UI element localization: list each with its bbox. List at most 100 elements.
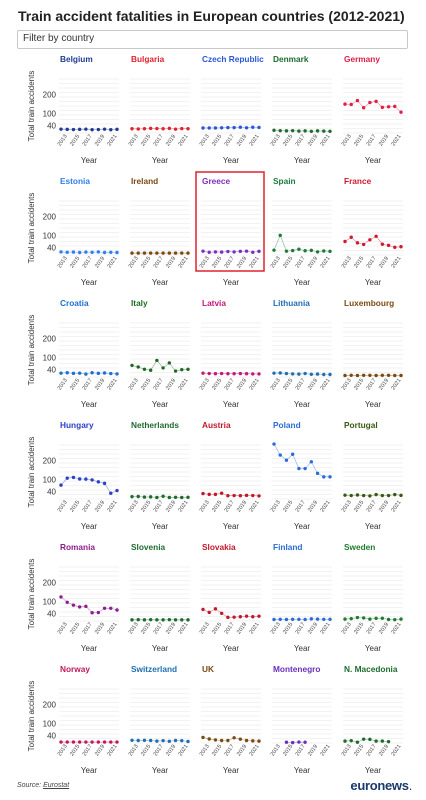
data-point [201,249,205,253]
data-point [201,607,205,612]
country-label: UK [202,664,214,674]
data-point [71,475,76,480]
data-point [186,739,190,744]
x-axis-label: Year [365,644,382,653]
data-point [167,251,172,255]
y-tick-label: 100 [43,232,57,241]
data-point [226,249,230,254]
x-tick-label: 2013 [199,622,211,636]
x-tick-label: 2013 [341,256,353,270]
x-tick-label: 2017 [295,134,307,148]
series-line [273,130,331,132]
x-tick-label: 2017 [224,744,236,758]
x-tick-label: 2017 [82,256,94,270]
y-tick-label: 100 [43,110,57,119]
x-axis-label: Year [223,522,240,531]
data-point [136,365,140,369]
panel-greece: Greece 2013 2015 2017 2019 2021 Year [195,171,265,287]
data-point [244,249,249,253]
x-tick-label: 2015 [211,744,223,758]
panel-latvia: Latvia 2013 2015 2017 2019 2021 Year [199,298,261,409]
data-point [297,466,301,471]
x-axis-label: Year [81,766,98,775]
data-point [167,617,172,622]
series-line [202,608,260,618]
x-tick-label: 2017 [366,744,378,758]
data-point [65,250,69,254]
data-point [290,128,295,133]
data-point [71,603,76,607]
x-tick-label: 2013 [341,500,353,514]
data-point [393,617,397,622]
x-tick-label: 2015 [211,622,223,636]
x-tick-label: 2013 [57,744,69,758]
data-point [328,372,332,377]
y-tick-label: 200 [43,334,57,343]
x-tick-label: 2015 [211,134,223,148]
data-point [130,618,134,622]
x-tick-label: 2019 [165,500,177,514]
panel-spain: Spain 2013 2015 2017 2019 2021 Year [270,176,332,287]
country-label: Portugal [344,420,378,430]
series-line [131,739,189,742]
data-point [155,618,159,622]
data-point [272,442,276,446]
x-tick-label: 2015 [69,256,81,270]
y-axis-label: Total train accidents [27,681,36,752]
country-label: Croatia [60,298,89,308]
data-point [343,739,347,743]
data-point [207,492,211,497]
data-point [297,247,301,251]
data-point [109,250,113,254]
x-tick-label: 2017 [366,378,378,392]
data-point [213,126,218,130]
data-point [328,475,332,479]
data-point [399,373,403,378]
data-point [380,242,385,246]
x-tick-label: 2021 [391,500,403,514]
panel-germany: Germany 2013 2015 2017 2019 2021 Year [341,54,403,165]
data-point [136,738,140,743]
data-point [374,99,378,104]
y-tick-label: 40 [47,487,56,496]
x-tick-label: 2015 [69,500,81,514]
y-tick-label: 200 [43,90,57,99]
x-tick-label: 2019 [165,134,177,148]
x-tick-label: 2019 [94,134,106,148]
data-point [290,617,295,621]
country-label: Belgium [60,54,93,64]
data-point [77,740,82,744]
data-point [207,126,211,130]
x-axis-label: Year [294,766,311,775]
data-point [59,483,63,487]
x-tick-label: 2019 [94,256,106,270]
panel-lithuania: Lithuania 2013 2015 2017 2019 2021 Year [270,298,332,409]
data-point [257,372,261,376]
x-tick-label: 2015 [140,744,152,758]
x-axis-label: Year [223,400,240,409]
x-tick-label: 2019 [236,500,248,514]
data-point [361,373,366,377]
y-tick-label: 40 [47,609,56,618]
data-point [115,250,119,255]
x-tick-label: 2015 [353,378,365,392]
country-filter-input[interactable]: Filter by country [17,30,408,49]
data-point [130,494,134,499]
x-axis-label: Year [152,522,169,531]
data-point [142,251,147,255]
source-link[interactable]: Eurostat [43,782,70,789]
data-point [322,372,326,377]
x-tick-label: 2021 [320,378,332,392]
x-tick-label: 2019 [307,134,319,148]
series-line [203,126,260,129]
x-tick-label: 2015 [282,744,294,758]
country-label: Estonia [60,176,90,186]
data-point [309,129,314,133]
x-tick-label: 2015 [353,622,365,636]
data-point [380,105,385,110]
x-tick-label: 2015 [353,744,365,758]
data-point [290,248,295,253]
data-point [380,616,385,620]
data-point [399,110,403,114]
